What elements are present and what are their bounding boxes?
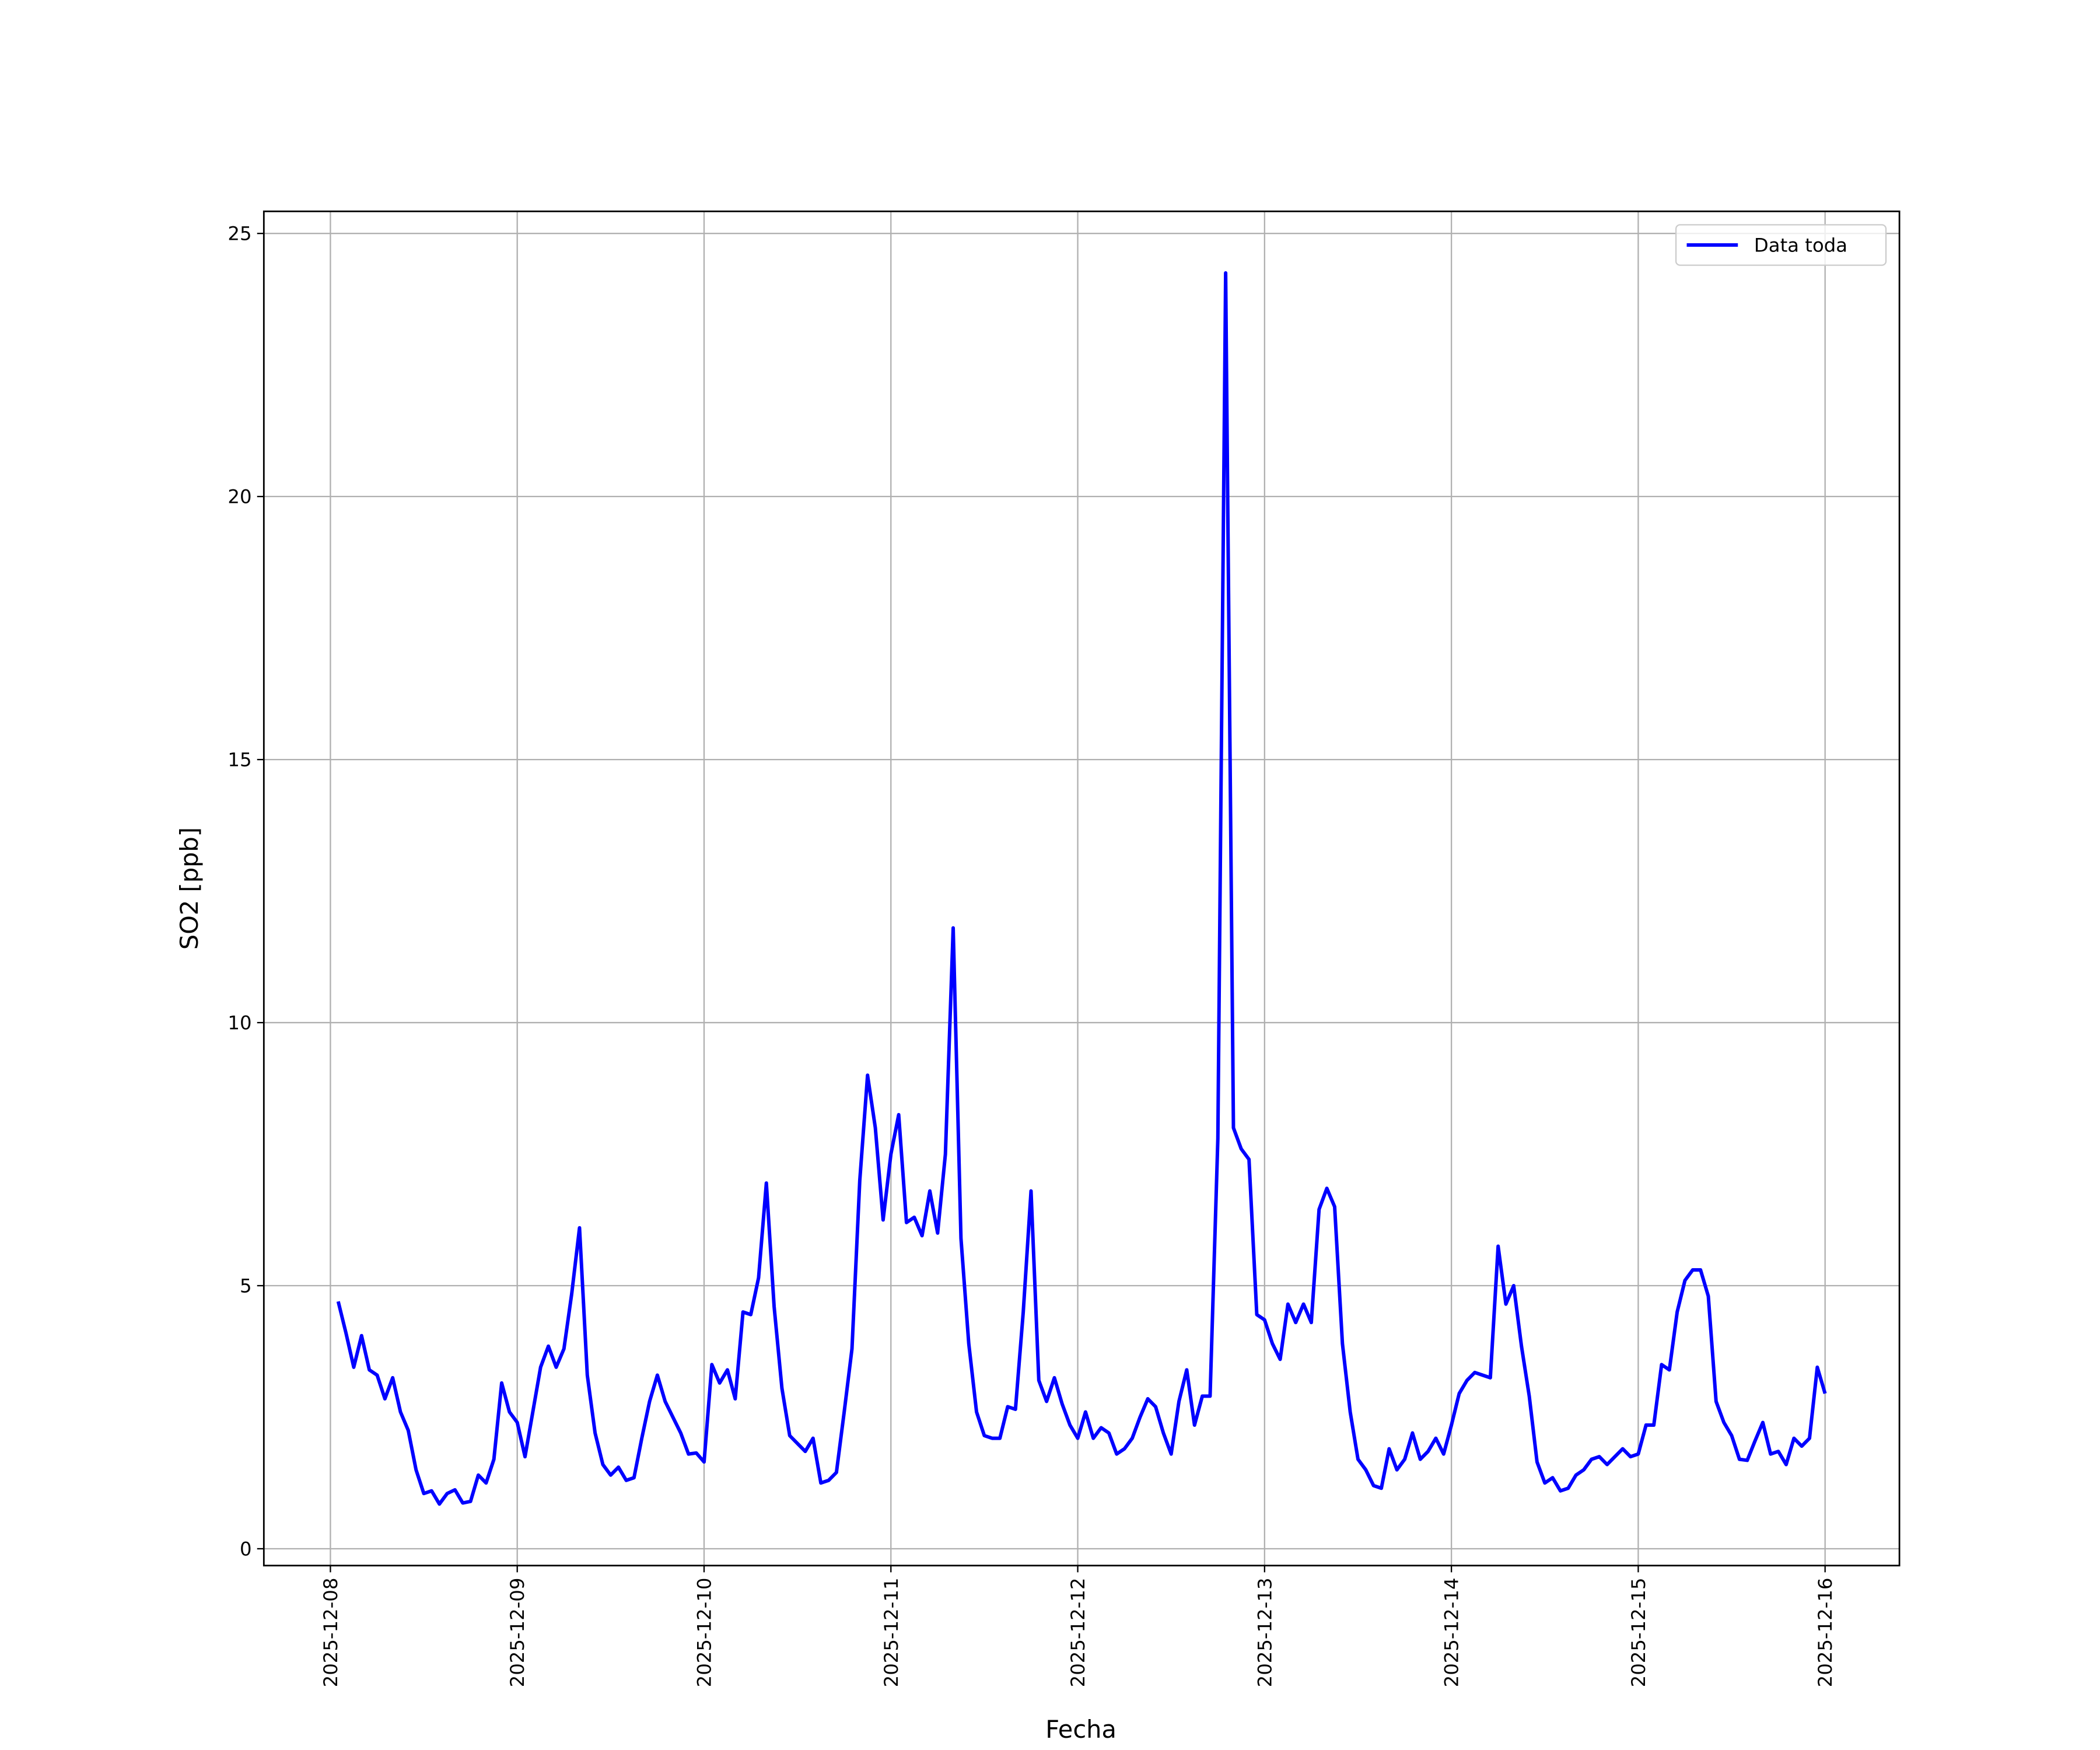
y-tick-label: 10 — [228, 1012, 251, 1034]
plot-area — [336, 271, 1827, 1506]
x-tick-label: 2025-12-16 — [1814, 1578, 1836, 1688]
legend-box — [1675, 224, 1887, 266]
x-tick-label: 2025-12-12 — [1067, 1578, 1089, 1688]
y-tick-label: 25 — [228, 223, 251, 245]
x-tick-label: 2025-12-11 — [880, 1578, 902, 1688]
x-axis-label: Fecha — [1045, 1715, 1116, 1744]
legend-label: Data toda — [1754, 235, 1847, 257]
x-tick-label: 2025-12-08 — [320, 1578, 342, 1688]
axes: 0 5 10 15 20 25 2025-12-08 2025-12-09 2025-12-10… — [228, 223, 1836, 1688]
y-tick-label: 0 — [240, 1538, 252, 1560]
x-tick-label: 2025-12-14 — [1441, 1578, 1463, 1688]
y-tick-label: 5 — [240, 1275, 252, 1297]
axes-frame — [262, 210, 1901, 1567]
y-axis-label: SO2 [ppb] — [175, 827, 204, 950]
y-tick-label: 15 — [228, 749, 251, 771]
x-tick-label: 2025-12-09 — [506, 1578, 528, 1688]
x-tick-label: 2025-12-13 — [1254, 1578, 1276, 1688]
legend: Data toda — [1675, 224, 1887, 266]
x-tick-label: 2025-12-10 — [694, 1578, 716, 1688]
data-line — [336, 271, 1827, 1506]
y-tick-label: 20 — [228, 486, 251, 508]
grid — [264, 211, 1900, 1566]
x-tick-label: 2025-12-15 — [1628, 1578, 1650, 1688]
